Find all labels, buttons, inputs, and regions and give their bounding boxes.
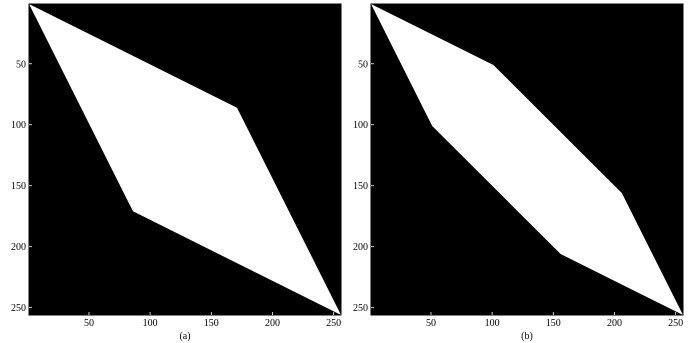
panel-a-x-tick-label: 200: [265, 318, 280, 329]
panel-a-x-tick-label: 100: [143, 318, 158, 329]
panel-a-x-tick-label: 50: [84, 318, 94, 329]
panel-a-y-tick-label: 200: [11, 242, 26, 253]
panel-a-y-tick-label: 50: [16, 59, 26, 70]
panel-b-y-tick-label: 150: [353, 181, 368, 192]
panel-a-x-tick-label: 150: [204, 318, 219, 329]
panel-a-white-region: [29, 4, 341, 315]
panel-b: 50 100 150 200 250 50 100 150 200 250 (b): [353, 3, 684, 342]
panel-b-x-tick-label: 200: [607, 318, 622, 329]
panel-a-frame: [28, 3, 342, 316]
panel-b-x-tick-label: 250: [668, 318, 683, 329]
panel-b-x-tick-label: 50: [426, 318, 436, 329]
panel-b-x-tick-label: 150: [546, 318, 561, 329]
panel-a-y-tick-label: 150: [11, 181, 26, 192]
panel-a: 50 100 150 200 250 50 100 150 200 250 (a): [11, 3, 342, 342]
panel-a-label: (a): [179, 331, 190, 342]
panel-a-y-tick-label: 250: [11, 303, 26, 314]
panel-b-frame: [370, 3, 684, 316]
panel-b-y-tick-label: 100: [353, 120, 368, 131]
panel-a-x-tick-label: 250: [326, 318, 341, 329]
panel-b-white-region: [371, 4, 683, 315]
panel-b-x-tick-label: 100: [485, 318, 500, 329]
panel-b-label: (b): [521, 331, 533, 342]
panel-b-y-tick-label: 50: [358, 59, 368, 70]
panel-b-y-tick-label: 200: [353, 242, 368, 253]
panel-a-y-tick-label: 100: [11, 120, 26, 131]
panel-b-y-tick-label: 250: [353, 303, 368, 314]
